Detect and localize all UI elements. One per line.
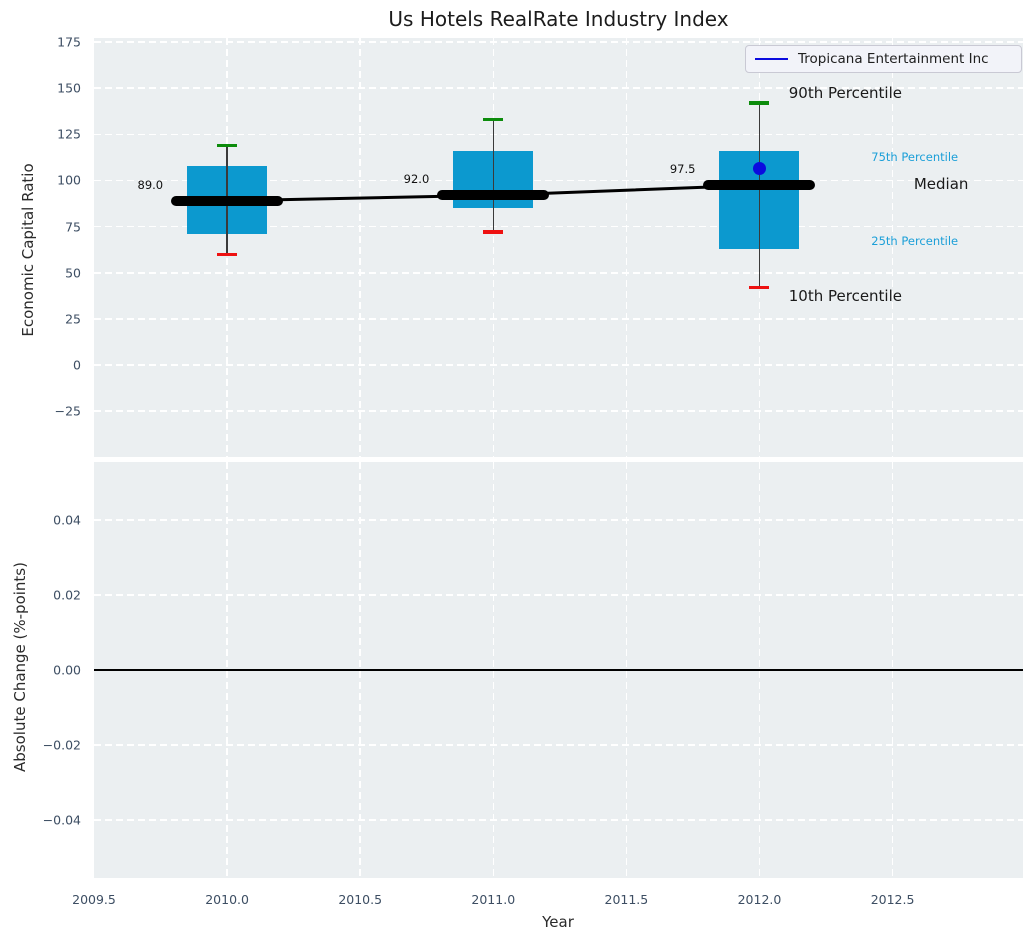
y-tick-label: 0.04 (0, 513, 81, 528)
h-gridline (94, 744, 1023, 746)
y-tick-label: 125 (0, 127, 81, 142)
y-tick-label: 50 (0, 265, 81, 280)
x-tick-label: 2012.5 (871, 892, 915, 907)
annotation: 90th Percentile (789, 84, 902, 102)
chart-title: Us Hotels RealRate Industry Index (94, 7, 1023, 31)
legend: Tropicana Entertainment Inc (745, 45, 1022, 73)
annotation: 75th Percentile (871, 150, 958, 164)
x-tick-label: 2009.5 (72, 892, 116, 907)
legend-label: Tropicana Entertainment Inc (798, 51, 989, 67)
zero-line (94, 669, 1023, 671)
y-tick-label: 0.00 (0, 663, 81, 678)
x-tick-label: 2012.0 (738, 892, 782, 907)
bottom-panel (94, 462, 1023, 878)
legend-line-sample (755, 58, 788, 61)
y-tick-label: 100 (0, 173, 81, 188)
y-tick-label: 175 (0, 35, 81, 50)
median-value-label: 89.0 (94, 178, 163, 192)
h-gridline (94, 519, 1023, 521)
y-tick-label: 0.02 (0, 588, 81, 603)
y-tick-label: −0.02 (0, 737, 81, 752)
median-bar (437, 190, 549, 200)
y-tick-label: 0 (0, 358, 81, 373)
y-tick-label: 150 (0, 81, 81, 96)
y-tick-label: 25 (0, 311, 81, 326)
annotation: 25th Percentile (871, 234, 958, 248)
annotation: 10th Percentile (789, 287, 902, 305)
x-tick-label: 2011.0 (471, 892, 515, 907)
x-tick-label: 2010.0 (205, 892, 249, 907)
median-bar (171, 196, 283, 206)
h-gridline (94, 594, 1023, 596)
h-gridline (94, 819, 1023, 821)
y-tick-label: −0.04 (0, 812, 81, 827)
chart-figure: Us Hotels RealRate Industry Index 89.0 92… (0, 0, 1034, 942)
y-tick-label: 75 (0, 219, 81, 234)
median-value-label: 92.0 (359, 172, 429, 186)
y-tick-label: −25 (0, 404, 81, 419)
median-bar (703, 180, 815, 190)
annotation: Median (914, 175, 969, 193)
company-point (753, 162, 766, 175)
x-tick-label: 2011.5 (605, 892, 649, 907)
median-value-label: 97.5 (625, 162, 695, 176)
x-axis-label: Year (542, 913, 574, 931)
x-tick-label: 2010.5 (338, 892, 382, 907)
